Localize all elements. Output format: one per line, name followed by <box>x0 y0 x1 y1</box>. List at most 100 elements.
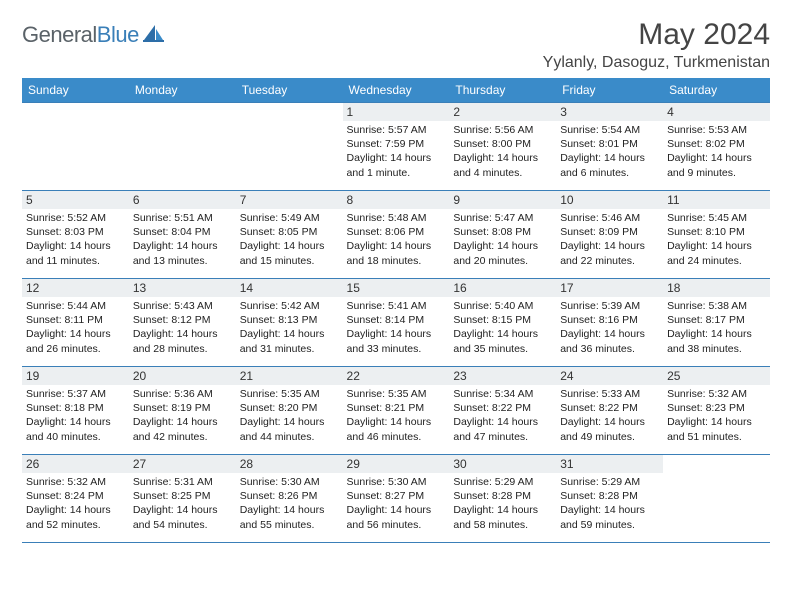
day-info: Sunrise: 5:41 AMSunset: 8:14 PMDaylight:… <box>347 299 446 356</box>
calendar-cell: 24 Sunrise: 5:33 AMSunset: 8:22 PMDayligh… <box>556 367 663 455</box>
day-number: 22 <box>343 367 450 385</box>
day-info: Sunrise: 5:49 AMSunset: 8:05 PMDaylight:… <box>240 211 339 268</box>
weekday-wednesday: Wednesday <box>343 78 450 103</box>
calendar-cell: 8 Sunrise: 5:48 AMSunset: 8:06 PMDaylight… <box>343 191 450 279</box>
calendar-cell: 26 Sunrise: 5:32 AMSunset: 8:24 PMDayligh… <box>22 455 129 543</box>
day-info: Sunrise: 5:42 AMSunset: 8:13 PMDaylight:… <box>240 299 339 356</box>
weekday-sunday: Sunday <box>22 78 129 103</box>
day-number: 5 <box>22 191 129 209</box>
calendar-cell: 12 Sunrise: 5:44 AMSunset: 8:11 PMDayligh… <box>22 279 129 367</box>
calendar-cell: 7 Sunrise: 5:49 AMSunset: 8:05 PMDaylight… <box>236 191 343 279</box>
day-number: 23 <box>449 367 556 385</box>
day-number: 13 <box>129 279 236 297</box>
calendar-cell: 22 Sunrise: 5:35 AMSunset: 8:21 PMDayligh… <box>343 367 450 455</box>
day-info: Sunrise: 5:34 AMSunset: 8:22 PMDaylight:… <box>453 387 552 444</box>
calendar-cell: 4 Sunrise: 5:53 AMSunset: 8:02 PMDaylight… <box>663 103 770 191</box>
day-info: Sunrise: 5:35 AMSunset: 8:20 PMDaylight:… <box>240 387 339 444</box>
calendar-cell: 17Sunrise: 5:39 AMSunset: 8:16 PMDayligh… <box>556 279 663 367</box>
day-number: 6 <box>129 191 236 209</box>
month-title: May 2024 <box>543 18 770 52</box>
day-number: 31 <box>556 455 663 473</box>
calendar-row: 19 Sunrise: 5:37 AMSunset: 8:18 PMDayligh… <box>22 367 770 455</box>
day-number: 26 <box>22 455 129 473</box>
day-info: Sunrise: 5:52 AMSunset: 8:03 PMDaylight:… <box>26 211 125 268</box>
day-info: Sunrise: 5:43 AMSunset: 8:12 PMDaylight:… <box>133 299 232 356</box>
day-info: Sunrise: 5:38 AMSunset: 8:17 PMDaylight:… <box>667 299 766 356</box>
day-info: Sunrise: 5:29 AMSunset: 8:28 PMDaylight:… <box>453 475 552 532</box>
calendar-cell: 30Sunrise: 5:29 AMSunset: 8:28 PMDayligh… <box>449 455 556 543</box>
day-number: 21 <box>236 367 343 385</box>
calendar-cell: 27Sunrise: 5:31 AMSunset: 8:25 PMDayligh… <box>129 455 236 543</box>
day-number: 11 <box>663 191 770 209</box>
day-info: Sunrise: 5:32 AMSunset: 8:24 PMDaylight:… <box>26 475 125 532</box>
brand-logo: GeneralBlue <box>22 18 165 48</box>
day-number: 7 <box>236 191 343 209</box>
calendar-cell <box>663 455 770 543</box>
day-number: 2 <box>449 103 556 121</box>
day-number: 10 <box>556 191 663 209</box>
day-number: 20 <box>129 367 236 385</box>
calendar-page: GeneralBlue May 2024 Yylanly, Dasoguz, T… <box>0 0 792 553</box>
calendar-row: 26 Sunrise: 5:32 AMSunset: 8:24 PMDayligh… <box>22 455 770 543</box>
day-number: 19 <box>22 367 129 385</box>
calendar-cell: 31 Sunrise: 5:29 AMSunset: 8:28 PMDayligh… <box>556 455 663 543</box>
calendar-table: SundayMondayTuesdayWednesdayThursdayFrid… <box>22 78 770 543</box>
brand-text: GeneralBlue <box>22 22 139 48</box>
calendar-cell: 5 Sunrise: 5:52 AMSunset: 8:03 PMDaylight… <box>22 191 129 279</box>
brand-part2: Blue <box>97 22 139 47</box>
day-number: 8 <box>343 191 450 209</box>
day-info: Sunrise: 5:32 AMSunset: 8:23 PMDaylight:… <box>667 387 766 444</box>
brand-part1: General <box>22 22 97 47</box>
day-info: Sunrise: 5:51 AMSunset: 8:04 PMDaylight:… <box>133 211 232 268</box>
day-info: Sunrise: 5:37 AMSunset: 8:18 PMDaylight:… <box>26 387 125 444</box>
day-number: 29 <box>343 455 450 473</box>
weekday-saturday: Saturday <box>663 78 770 103</box>
day-info: Sunrise: 5:30 AMSunset: 8:27 PMDaylight:… <box>347 475 446 532</box>
calendar-row: 5 Sunrise: 5:52 AMSunset: 8:03 PMDaylight… <box>22 191 770 279</box>
day-info: Sunrise: 5:57 AMSunset: 7:59 PMDaylight:… <box>347 123 446 180</box>
sail-icon <box>143 23 165 48</box>
calendar-cell: 28 Sunrise: 5:30 AMSunset: 8:26 PMDayligh… <box>236 455 343 543</box>
weekday-thursday: Thursday <box>449 78 556 103</box>
day-number: 9 <box>449 191 556 209</box>
calendar-cell: 3Sunrise: 5:54 AMSunset: 8:01 PMDaylight… <box>556 103 663 191</box>
day-number: 28 <box>236 455 343 473</box>
calendar-cell: 21 Sunrise: 5:35 AMSunset: 8:20 PMDayligh… <box>236 367 343 455</box>
day-number: 12 <box>22 279 129 297</box>
day-number: 1 <box>343 103 450 121</box>
weekday-tuesday: Tuesday <box>236 78 343 103</box>
day-info: Sunrise: 5:29 AMSunset: 8:28 PMDaylight:… <box>560 475 659 532</box>
calendar-cell: 23 Sunrise: 5:34 AMSunset: 8:22 PMDayligh… <box>449 367 556 455</box>
calendar-cell <box>22 103 129 191</box>
calendar-cell: 9Sunrise: 5:47 AMSunset: 8:08 PMDaylight… <box>449 191 556 279</box>
calendar-cell: 15 Sunrise: 5:41 AMSunset: 8:14 PMDayligh… <box>343 279 450 367</box>
day-info: Sunrise: 5:44 AMSunset: 8:11 PMDaylight:… <box>26 299 125 356</box>
day-info: Sunrise: 5:31 AMSunset: 8:25 PMDaylight:… <box>133 475 232 532</box>
day-number: 14 <box>236 279 343 297</box>
header: GeneralBlue May 2024 Yylanly, Dasoguz, T… <box>22 18 770 72</box>
calendar-cell: 20 Sunrise: 5:36 AMSunset: 8:19 PMDayligh… <box>129 367 236 455</box>
calendar-cell: 29 Sunrise: 5:30 AMSunset: 8:27 PMDayligh… <box>343 455 450 543</box>
day-number: 18 <box>663 279 770 297</box>
day-info: Sunrise: 5:48 AMSunset: 8:06 PMDaylight:… <box>347 211 446 268</box>
day-number: 15 <box>343 279 450 297</box>
day-number: 3 <box>556 103 663 121</box>
calendar-cell: 16Sunrise: 5:40 AMSunset: 8:15 PMDayligh… <box>449 279 556 367</box>
calendar-cell: 19 Sunrise: 5:37 AMSunset: 8:18 PMDayligh… <box>22 367 129 455</box>
day-info: Sunrise: 5:35 AMSunset: 8:21 PMDaylight:… <box>347 387 446 444</box>
day-info: Sunrise: 5:45 AMSunset: 8:10 PMDaylight:… <box>667 211 766 268</box>
day-number: 4 <box>663 103 770 121</box>
calendar-cell: 10Sunrise: 5:46 AMSunset: 8:09 PMDayligh… <box>556 191 663 279</box>
weekday-row: SundayMondayTuesdayWednesdayThursdayFrid… <box>22 78 770 103</box>
day-info: Sunrise: 5:56 AMSunset: 8:00 PMDaylight:… <box>453 123 552 180</box>
day-info: Sunrise: 5:36 AMSunset: 8:19 PMDaylight:… <box>133 387 232 444</box>
day-info: Sunrise: 5:33 AMSunset: 8:22 PMDaylight:… <box>560 387 659 444</box>
calendar-cell: 6 Sunrise: 5:51 AMSunset: 8:04 PMDaylight… <box>129 191 236 279</box>
day-number: 17 <box>556 279 663 297</box>
day-number: 16 <box>449 279 556 297</box>
day-info: Sunrise: 5:30 AMSunset: 8:26 PMDaylight:… <box>240 475 339 532</box>
weekday-friday: Friday <box>556 78 663 103</box>
calendar-cell: 13 Sunrise: 5:43 AMSunset: 8:12 PMDayligh… <box>129 279 236 367</box>
day-number: 24 <box>556 367 663 385</box>
day-info: Sunrise: 5:53 AMSunset: 8:02 PMDaylight:… <box>667 123 766 180</box>
